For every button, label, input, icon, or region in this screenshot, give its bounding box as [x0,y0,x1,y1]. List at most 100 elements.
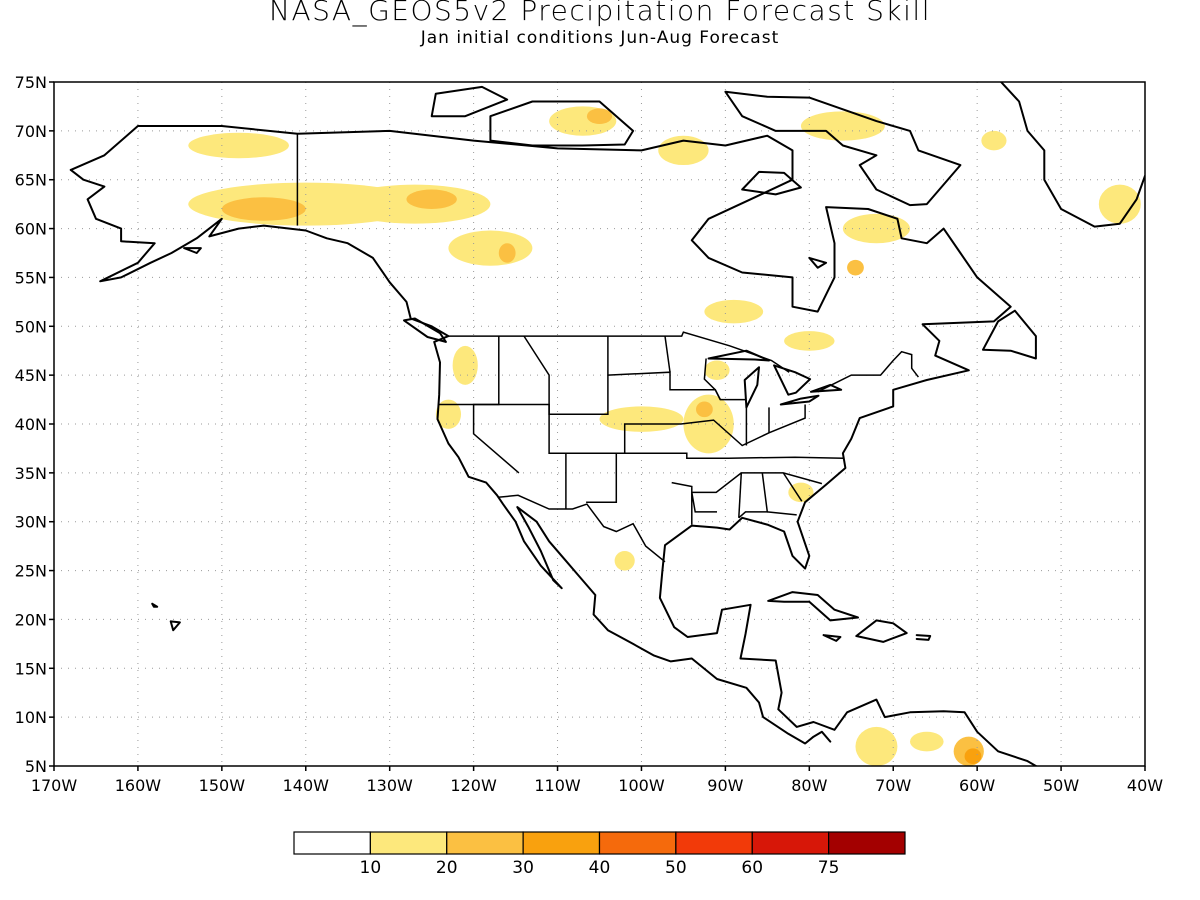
skill-region [981,130,1007,151]
border-line [438,336,609,415]
skill-region [964,748,982,765]
coastline [855,619,908,643]
skill-region [788,482,814,503]
coastline [915,634,932,641]
skill-region [1098,184,1141,224]
legend-swatch [828,831,906,855]
lon-tick-label: 90W [707,776,743,795]
border-line [767,511,797,516]
lon-tick-label: 40W [1127,776,1163,795]
coastline [430,85,509,118]
legend-label: 30 [512,858,534,878]
longitude-labels: 170W 160W 150W 140W 130W 120W 110W 100W 90W 80W 70… [31,766,1163,795]
coastline [773,364,812,396]
coastline [767,591,859,622]
lat-tick-label: 65N [15,171,47,190]
lat-tick-label: 60N [15,220,47,239]
skill-region [704,299,764,324]
coastline [822,634,842,642]
lon-tick-label: 120W [450,776,497,795]
lon-tick-label: 170W [31,776,78,795]
coastline-layer [69,82,1145,766]
legend-label: 20 [436,858,458,878]
lon-tick-label: 150W [199,776,246,795]
skill-region [599,406,684,432]
coastline [741,170,802,196]
legend-label: 40 [589,858,611,878]
skill-region [435,399,462,429]
lon-tick-label: 100W [618,776,665,795]
lat-tick-label: 20N [15,610,47,629]
coastline [999,82,1145,228]
legend-label: 50 [665,858,687,878]
skill-region [800,111,885,141]
lon-tick-label: 130W [367,776,414,795]
lat-tick-label: 15N [15,659,47,678]
border-line [671,481,693,525]
coastline [724,90,962,207]
map-subtitle: Jan initial conditions Jun-Aug Forecast [420,28,780,48]
coastline [779,394,820,406]
skill-region [452,345,478,385]
lon-tick-label: 140W [283,776,330,795]
skill-region [855,726,898,766]
skill-region [847,259,864,276]
legend-swatch [675,831,753,855]
skill-fill-layer [188,106,1141,766]
grid-lines [54,82,1145,766]
coastline [151,602,159,608]
legend-swatch [522,831,601,855]
skill-region [498,243,516,263]
skill-region [704,360,730,381]
lat-tick-label: 35N [15,464,47,483]
lat-tick-label: 55N [15,268,47,287]
skill-region [683,394,734,454]
lon-tick-label: 60W [959,776,995,795]
border-line [586,453,618,503]
border-line [738,472,769,519]
legend-swatch [446,831,524,855]
legend-swatch [293,831,371,855]
lon-tick-label: 110W [534,776,581,795]
lon-tick-label: 70W [875,776,911,795]
border-line [623,404,806,454]
political-borders [296,133,919,563]
skill-region [406,189,457,210]
legend-label: 60 [741,858,763,878]
border-line [703,358,721,400]
lat-tick-label: 50N [15,317,47,336]
lat-tick-label: 70N [15,122,47,141]
lat-tick-label: 45N [15,366,47,385]
legend-swatch [369,831,448,855]
legend-label: 10 [360,858,382,878]
coastline [808,256,828,269]
lat-tick-label: 30N [15,513,47,532]
skill-region [784,331,835,351]
lat-tick-label: 75N [15,73,47,92]
latitude-labels: 5N 10N 15N 20N 25N 30N 35N 40N 45N 50N 55N 60N 65N 70… [15,73,54,776]
border-line [607,371,747,401]
map-frame [53,81,1146,767]
skill-region [910,731,944,752]
border-line [497,494,666,563]
skill-region [448,230,533,266]
coastline [69,168,832,745]
coastline [183,247,202,254]
border-line [782,472,803,502]
coastline [743,366,760,409]
lon-tick-label: 80W [791,776,827,795]
skill-region [614,551,635,571]
legend-swatch [598,831,677,855]
lon-tick-label: 50W [1043,776,1079,795]
skill-region [221,197,306,221]
skill-region [188,132,289,159]
lat-tick-label: 10N [15,708,47,727]
coastline [169,620,181,632]
coastline [707,349,770,362]
lat-tick-label: 5N [25,757,47,776]
border-line [448,331,790,373]
coastline [810,383,843,393]
border-line [523,335,844,459]
border-line [817,350,919,393]
